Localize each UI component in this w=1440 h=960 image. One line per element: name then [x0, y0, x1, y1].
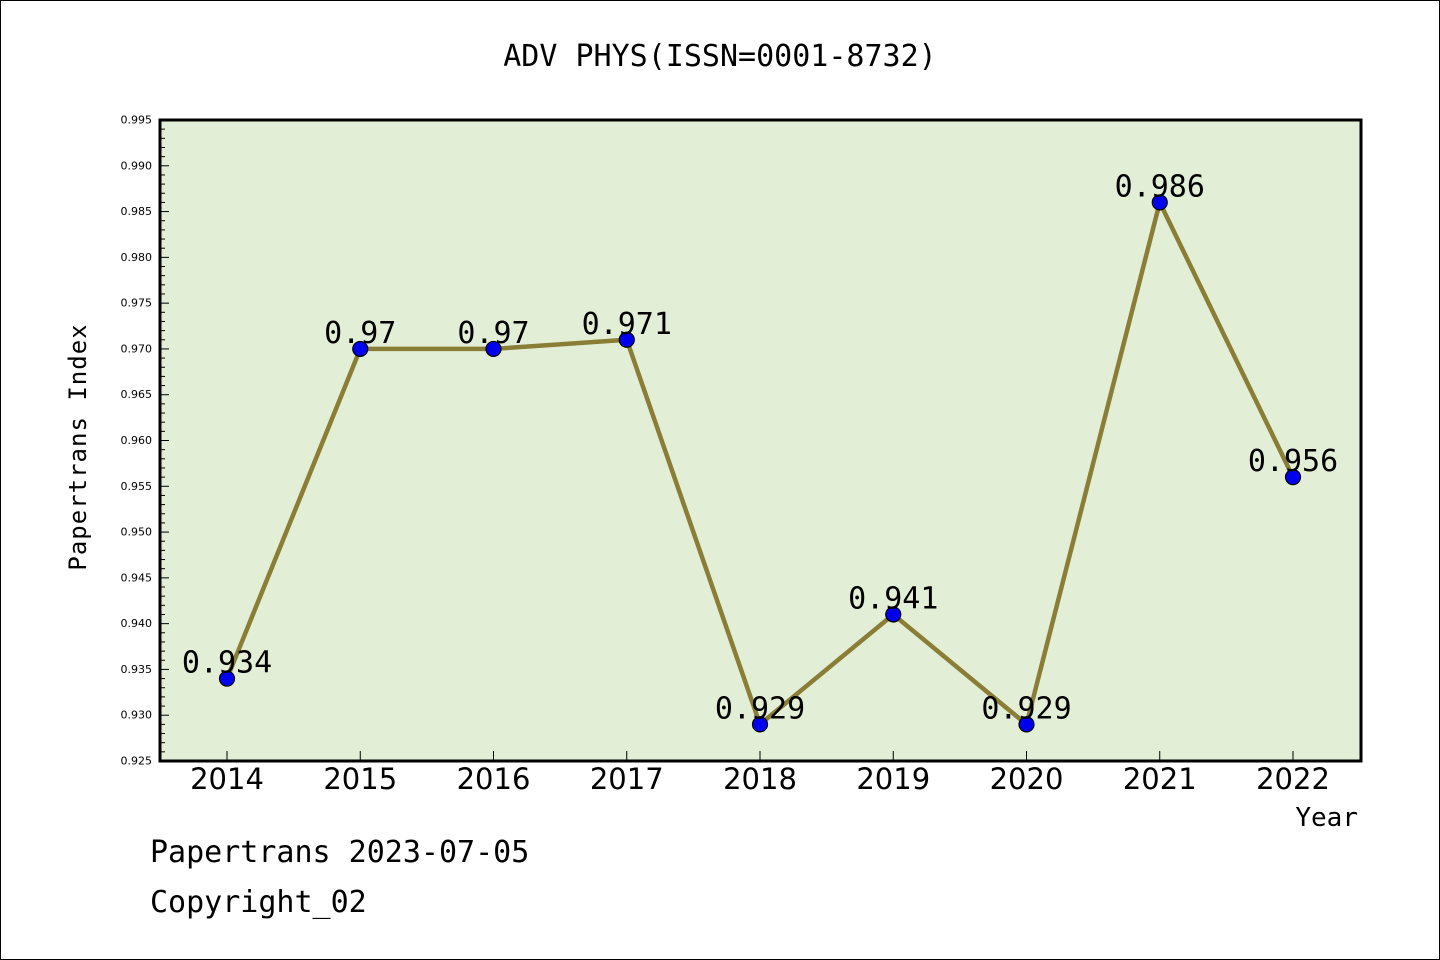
data-label: 0.934 [182, 646, 272, 681]
x-tick-label: 2016 [457, 762, 531, 796]
y-tick-label: 0.985 [121, 205, 153, 218]
plot-area [160, 120, 1361, 761]
chart-title: ADV PHYS(ISSN=0001-8732) [503, 39, 936, 74]
data-label: 0.941 [848, 581, 938, 616]
data-point [1284, 469, 1302, 486]
x-tick-label: 2021 [1123, 762, 1197, 796]
y-tick-label: 0.950 [121, 526, 153, 539]
y-tick-label: 0.945 [121, 571, 153, 584]
footer-copyright: Copyright_02 [150, 885, 367, 920]
data-markers [218, 194, 1302, 733]
x-tick-label: 2017 [590, 762, 664, 796]
data-labels: 0.934 0.97 0.97 0.971 0.929 0.941 0.929 0.986 0.… [182, 169, 1338, 726]
x-tick-label: 2018 [723, 762, 797, 796]
footer-date: Papertrans 2023-07-05 [150, 835, 530, 870]
y-tick-label: 0.940 [121, 617, 153, 630]
data-label: 0.971 [582, 307, 672, 342]
x-axis: 2014 2015 2016 2017 2018 2019 2020 2021 2022 [190, 751, 1330, 796]
y-tick-label: 0.960 [121, 434, 153, 447]
data-point [352, 340, 369, 358]
y-tick-label: 0.965 [121, 388, 153, 401]
x-tick-label: 2014 [190, 762, 264, 796]
y-tick-label: 0.970 [121, 342, 153, 355]
x-tick-label: 2019 [856, 762, 930, 796]
data-label: 0.929 [981, 691, 1071, 726]
y-axis: 0.925 0.930 0.935 0.940 0.945 0.950 0.955 0.960… [121, 114, 169, 768]
data-point [751, 716, 769, 733]
y-tick-label: 0.935 [121, 663, 153, 676]
data-point [1151, 194, 1168, 211]
x-axis-label: Year [1295, 803, 1358, 833]
y-axis-label: Papertrans Index [64, 323, 92, 570]
y-tick-label: 0.930 [121, 709, 153, 722]
data-label: 0.956 [1248, 444, 1338, 479]
y-tick-label: 0.980 [121, 251, 153, 264]
data-point [1018, 716, 1035, 733]
data-label: 0.986 [1115, 169, 1205, 204]
data-label: 0.97 [324, 316, 396, 351]
y-tick-label: 0.955 [121, 480, 153, 493]
x-tick-label: 2020 [990, 762, 1064, 796]
x-tick-label: 2022 [1256, 762, 1330, 796]
data-label: 0.97 [457, 316, 529, 351]
data-point [618, 331, 635, 348]
plot-border [158, 118, 1363, 763]
y-tick-label: 0.975 [121, 297, 153, 310]
y-tick-label: 0.925 [121, 755, 153, 768]
y-tick-label: 0.990 [121, 159, 153, 172]
data-point [885, 606, 902, 623]
data-point [485, 340, 502, 358]
data-label: 0.929 [715, 691, 805, 726]
data-point [218, 670, 236, 687]
y-tick-label: 0.995 [121, 114, 153, 127]
x-tick-label: 2015 [323, 762, 397, 796]
